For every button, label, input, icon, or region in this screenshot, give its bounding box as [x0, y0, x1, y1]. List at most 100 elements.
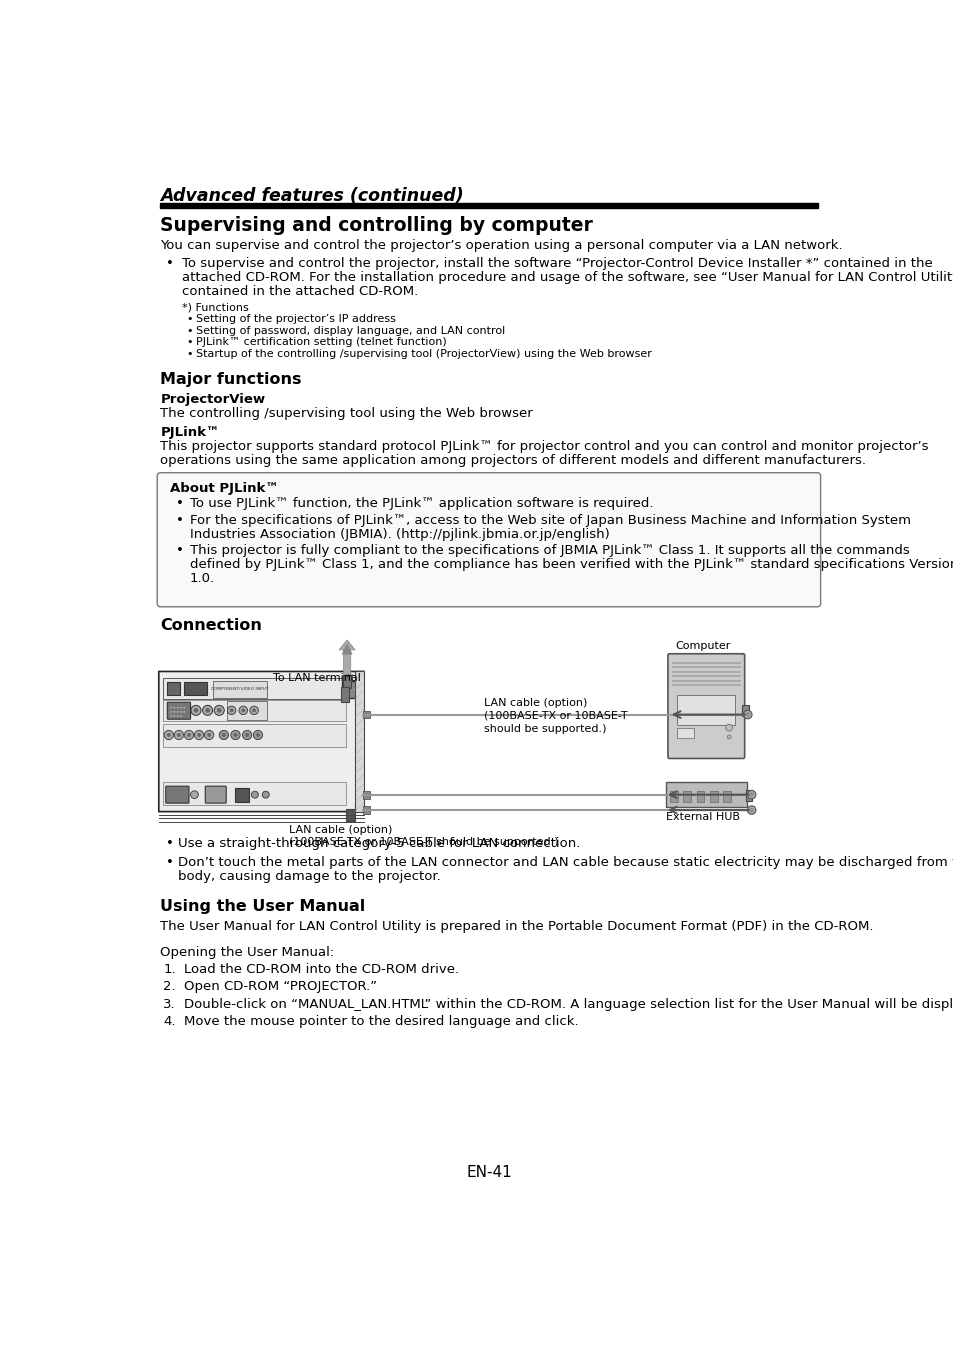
Circle shape: [167, 733, 171, 737]
Circle shape: [171, 716, 172, 717]
FancyArrow shape: [338, 640, 355, 675]
Circle shape: [164, 730, 173, 740]
Bar: [745, 790, 751, 801]
Bar: [677, 695, 735, 725]
Circle shape: [177, 733, 181, 737]
Circle shape: [176, 711, 178, 713]
Circle shape: [219, 730, 229, 740]
Circle shape: [173, 707, 175, 709]
Bar: [344, 687, 349, 693]
Bar: [345, 809, 355, 821]
Text: PJLink™ certification setting (telnet function): PJLink™ certification setting (telnet fu…: [195, 338, 446, 347]
Circle shape: [214, 705, 224, 716]
Bar: [355, 671, 364, 811]
FancyBboxPatch shape: [205, 786, 226, 803]
Circle shape: [171, 707, 172, 709]
Circle shape: [205, 707, 210, 713]
FancyBboxPatch shape: [158, 671, 364, 811]
Text: Startup of the controlling /supervising tool (ProjectorView) using the Web brows: Startup of the controlling /supervising …: [195, 350, 651, 359]
Text: LAN cable (option)
(100BASE-TX or 10BASE-T should be supported.): LAN cable (option) (100BASE-TX or 10BASE…: [289, 825, 558, 846]
Circle shape: [180, 707, 181, 709]
Bar: [696, 791, 703, 802]
Circle shape: [173, 716, 175, 717]
Circle shape: [183, 711, 185, 713]
Text: Industries Association (JBMIA). (http://pjlink.jbmia.or.jp/english): Industries Association (JBMIA). (http://…: [190, 528, 609, 541]
Text: Connection: Connection: [160, 617, 262, 633]
Text: LAN: LAN: [345, 674, 354, 678]
Circle shape: [173, 711, 175, 713]
Text: •: •: [166, 856, 173, 868]
Circle shape: [180, 711, 181, 713]
Text: attached CD-ROM. For the installation procedure and usage of the software, see “: attached CD-ROM. For the installation pr…: [182, 271, 953, 284]
Bar: [163, 724, 345, 747]
Circle shape: [245, 733, 249, 737]
Bar: [343, 675, 351, 688]
Circle shape: [194, 730, 204, 740]
Text: Load the CD-ROM into the CD-ROM drive.: Load the CD-ROM into the CD-ROM drive.: [183, 964, 458, 976]
Circle shape: [252, 791, 258, 798]
Circle shape: [171, 711, 172, 713]
Text: Open CD-ROM “PROJECTOR.”: Open CD-ROM “PROJECTOR.”: [183, 980, 376, 994]
Bar: [722, 791, 730, 802]
Circle shape: [174, 730, 183, 740]
Text: Double-click on “MANUAL_LAN.HTML” within the CD-ROM. A language selection list f: Double-click on “MANUAL_LAN.HTML” within…: [183, 998, 953, 1011]
Circle shape: [252, 709, 255, 713]
Text: About PJLink™: About PJLink™: [171, 482, 278, 495]
Bar: [362, 791, 370, 798]
Text: contained in the attached CD-ROM.: contained in the attached CD-ROM.: [182, 285, 417, 298]
Circle shape: [253, 730, 262, 740]
Text: 1.: 1.: [163, 964, 176, 976]
Bar: [362, 806, 370, 814]
Text: To LAN terminal: To LAN terminal: [274, 672, 361, 683]
Text: Computer: Computer: [675, 641, 730, 652]
Circle shape: [749, 809, 753, 811]
Bar: [670, 791, 678, 802]
Text: This projector supports standard protocol PJLink™ for projector control and you : This projector supports standard protoco…: [160, 440, 928, 454]
FancyBboxPatch shape: [157, 472, 820, 606]
Text: Advanced features (continued): Advanced features (continued): [160, 186, 463, 205]
Text: For the specifications of PJLink™, access to the Web site of Japan Business Mach: For the specifications of PJLink™, acces…: [190, 514, 910, 526]
Circle shape: [180, 716, 181, 717]
Circle shape: [255, 733, 259, 737]
Bar: [741, 706, 748, 717]
Circle shape: [231, 730, 240, 740]
Text: COMPONENT/VIDEO INPUT: COMPONENT/VIDEO INPUT: [212, 687, 269, 691]
Circle shape: [749, 792, 753, 796]
Circle shape: [230, 709, 233, 713]
Bar: [234, 788, 249, 802]
Text: Major functions: Major functions: [160, 371, 301, 387]
Circle shape: [262, 791, 269, 798]
Circle shape: [746, 806, 755, 814]
Circle shape: [191, 791, 198, 798]
Text: •: •: [186, 325, 193, 336]
Circle shape: [184, 730, 193, 740]
Circle shape: [745, 713, 749, 717]
Text: ProjectorView: ProjectorView: [160, 393, 265, 406]
Text: EN-41: EN-41: [466, 1165, 511, 1180]
Text: •: •: [175, 514, 184, 526]
Text: Move the mouse pointer to the desired language and click.: Move the mouse pointer to the desired la…: [183, 1015, 578, 1027]
Circle shape: [725, 724, 732, 732]
Text: •: •: [175, 544, 184, 558]
Bar: [227, 702, 267, 720]
Circle shape: [216, 707, 221, 713]
Text: 3.: 3.: [163, 998, 176, 1011]
Text: You can supervise and control the projector’s operation using a personal compute: You can supervise and control the projec…: [160, 239, 842, 252]
Text: This projector is fully compliant to the specifications of JBMIA PJLink™ Class 1: This projector is fully compliant to the…: [190, 544, 908, 558]
Bar: [163, 678, 345, 699]
Bar: [160, 202, 817, 208]
Circle shape: [202, 705, 213, 716]
Circle shape: [193, 707, 198, 713]
Circle shape: [176, 716, 178, 717]
Bar: [682, 791, 691, 802]
Circle shape: [241, 709, 245, 713]
Circle shape: [233, 733, 237, 737]
Bar: [677, 728, 694, 738]
Text: The User Manual for LAN Control Utility is prepared in the Portable Document For: The User Manual for LAN Control Utility …: [160, 919, 873, 933]
Circle shape: [183, 707, 185, 709]
Circle shape: [250, 706, 258, 714]
Text: The controlling /supervising tool using the Web browser: The controlling /supervising tool using …: [160, 408, 533, 420]
Text: Setting of password, display language, and LAN control: Setting of password, display language, a…: [195, 325, 505, 336]
Text: defined by PJLink™ Class 1, and the compliance has been verified with the PJLink: defined by PJLink™ Class 1, and the comp…: [190, 558, 953, 571]
Circle shape: [242, 730, 252, 740]
